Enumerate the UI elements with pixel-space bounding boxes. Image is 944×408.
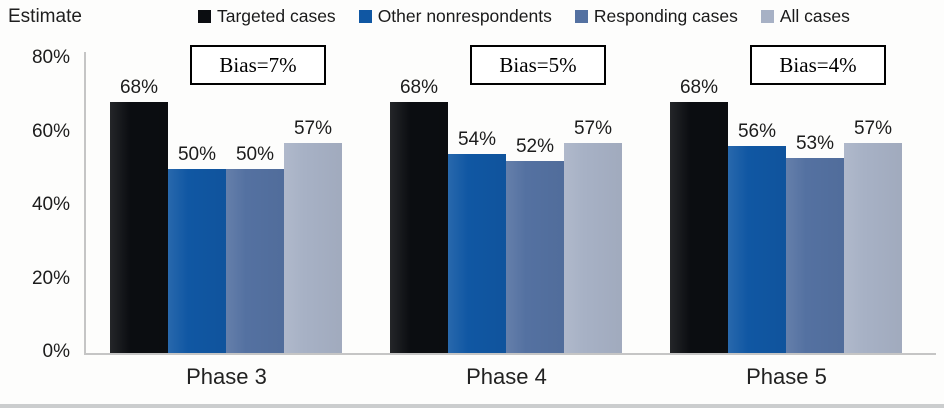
y-axis-title: Estimate [8,6,82,27]
legend-swatch-icon [574,10,588,23]
bar-wrap: 54% [448,129,506,353]
bar [670,102,728,353]
legend: Targeted cases Other nonrespondents Respon… [198,6,850,27]
bar [786,158,844,353]
bar [448,154,506,353]
bar-wrap: 56% [728,121,786,353]
bar-value-label: 68% [399,77,439,98]
y-axis-tick-label: 80% [31,47,70,68]
bar-wrap: 68% [390,77,448,353]
bar [844,143,902,353]
bar-group: 68% 50% 50% 57% Bias=7% Phase 3 [110,45,343,389]
bar [506,161,564,353]
bar [564,143,622,353]
bar-value-label: 53% [795,133,835,154]
bar-wrap: 57% [284,118,342,353]
legend-label: Targeted cases [217,6,336,26]
x-axis-line [84,353,936,355]
bar [168,169,226,353]
bar-value-label: 50% [235,144,275,165]
bar [226,169,284,353]
bar [284,143,342,353]
y-axis-tick-label: 60% [31,120,70,142]
legend-label: Other nonrespondents [377,6,552,26]
y-axis-line [84,52,86,354]
bar-value-label: 68% [679,77,719,98]
bar-value-label: 57% [573,118,613,139]
bar-value-label: 57% [293,118,333,139]
bar-wrap: 57% [564,118,622,353]
legend-swatch-icon [198,10,211,23]
bar-group: 68% 54% 52% 57% Bias=5% Phase 4 [390,45,623,389]
bias-annotation-box: Bias=5% [470,45,606,85]
bias-annotation-box: Bias=4% [750,45,886,85]
bias-annotation-box: Bias=7% [190,45,326,85]
bar [110,102,168,353]
legend-swatch-icon [760,10,774,23]
bar [390,102,448,353]
legend-item: Targeted cases [198,6,336,27]
bar-group: 68% 56% 53% 57% Bias=4% Phase 5 [670,45,903,389]
bar-wrap: 57% [844,118,902,353]
bar-value-label: 68% [119,77,159,98]
x-axis-category-label: Phase 4 [466,364,547,389]
bar-value-label: 56% [737,121,777,142]
bar-value-label: 52% [515,136,555,157]
y-axis-tick-label: 20% [31,267,70,289]
bar-value-label: 50% [177,144,217,165]
x-axis-category-label: Phase 5 [746,364,827,389]
bar-wrap: 68% [670,77,728,353]
bar-wrap: 52% [506,136,564,353]
bar-wrap: 50% [226,144,284,353]
bar [728,146,786,353]
legend-item: Responding cases [574,6,738,27]
x-axis-category-label: Phase 3 [186,364,267,389]
y-axis-tick-label: 0% [42,341,70,362]
bar-wrap: 68% [110,77,168,353]
legend-label: Responding cases [593,6,738,26]
legend-item: All cases [760,6,850,27]
legend-label: All cases [779,6,850,26]
bar-wrap: 53% [786,133,844,353]
legend-swatch-icon [358,10,372,23]
bar-value-label: 54% [457,129,497,150]
bar-value-label: 57% [853,118,893,139]
plot-area: 68% 50% 50% 57% Bias=7% Phase 3 68% 54% 52% 57% Bi… [110,45,903,389]
y-axis-tick-label: 40% [31,194,70,215]
bar-wrap: 50% [168,144,226,353]
legend-item: Other nonrespondents [358,6,552,27]
